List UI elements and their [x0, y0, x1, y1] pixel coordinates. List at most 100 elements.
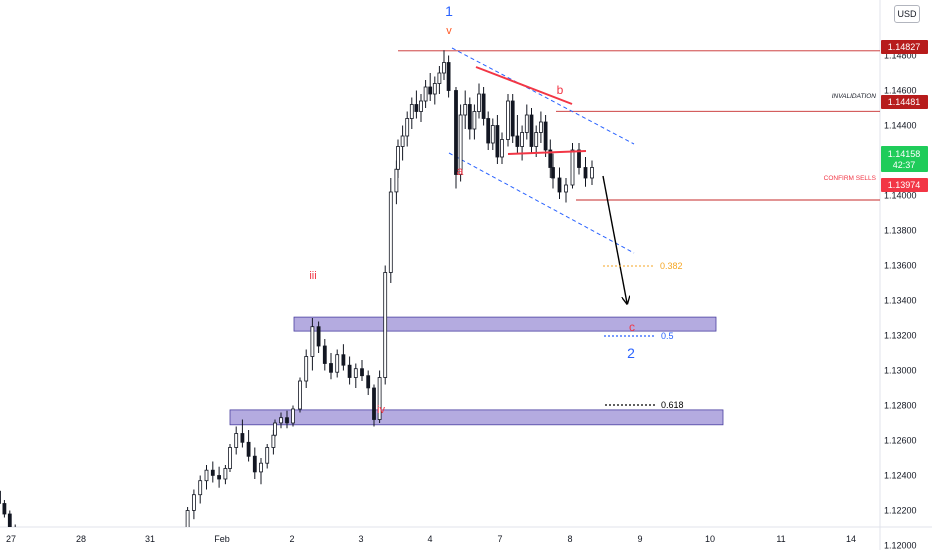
price-tag-countdown-text: 42:37	[893, 160, 916, 170]
price-tag-confirm: 1.13974	[881, 178, 928, 192]
candle-body	[467, 104, 472, 130]
price-tag-confirm-bg	[881, 178, 928, 192]
price-tag-invalidation-text: 1.14481	[888, 97, 921, 107]
candle-body	[210, 469, 215, 476]
x-tick-label: 9	[637, 534, 642, 544]
candle-body	[557, 177, 562, 193]
channel-upper-line	[451, 47, 635, 145]
price-tag-top: 1.14827	[881, 40, 928, 54]
wedge-support-line	[507, 150, 587, 155]
wave-label-2: 2	[627, 345, 635, 361]
candle-body	[217, 475, 222, 480]
fib-levels: 0.382 0.5 0.618	[603, 261, 684, 410]
confirm-sells-label: CONFIRM SELLS	[824, 175, 877, 182]
candle-body	[19, 540, 22, 550]
candle-body	[481, 93, 486, 119]
candle-body	[419, 100, 423, 112]
candle-body	[353, 368, 358, 378]
wave-label-c: c	[629, 320, 635, 334]
candle-body	[400, 135, 405, 147]
candle-body	[583, 167, 588, 179]
candle-body	[432, 83, 437, 95]
candle-body	[495, 125, 500, 158]
horizontal-levels	[398, 50, 880, 201]
candle-body	[515, 135, 520, 147]
candle-body	[360, 368, 364, 377]
candle-body	[347, 364, 352, 378]
zone-upper	[293, 316, 717, 332]
price-tag-current-bg	[881, 146, 928, 172]
candle-body	[252, 455, 257, 473]
candle-body	[394, 168, 399, 193]
price-tags: 1.14827 1.14481 1.14158 42:37 1.13974	[881, 40, 928, 192]
candle-body	[271, 434, 276, 448]
x-tick-label: Feb	[214, 534, 230, 544]
fib-label-0618: 0.618	[661, 400, 684, 410]
candle-body	[570, 149, 575, 186]
candle-body	[246, 441, 251, 457]
candle-body	[548, 149, 553, 168]
y-tick-label: 1.13000	[884, 366, 917, 376]
candle-body	[273, 422, 277, 436]
price-tag-top-text: 1.14827	[888, 42, 921, 52]
fib-label-05: 0.5	[661, 331, 674, 341]
candle-body	[191, 494, 196, 511]
y-tick-label: 1.14000	[884, 191, 917, 201]
candle-body	[414, 104, 419, 112]
wave-label-iii: iii	[309, 270, 316, 282]
invalidation-label: INVALIDATION	[832, 93, 877, 100]
x-tick-label: 11	[776, 534, 785, 544]
candle-body	[529, 114, 534, 147]
descending-channel	[448, 47, 635, 254]
candle-body	[477, 93, 481, 112]
candle-body	[329, 363, 333, 373]
y-tick-label: 1.13200	[884, 331, 917, 341]
candle-body	[2, 503, 7, 515]
candle-body	[310, 326, 315, 357]
candle-body	[396, 146, 400, 170]
candle-body	[577, 149, 581, 168]
candle-body	[551, 167, 555, 179]
y-tick-label: 1.12400	[884, 471, 917, 481]
fib-label-0382: 0.382	[660, 261, 683, 271]
candle-body	[534, 132, 539, 147]
candle-body	[316, 326, 321, 347]
candle-body	[500, 139, 504, 158]
candle-body	[341, 354, 346, 366]
wave-labels: 1 v iii iv a b c 2	[309, 3, 635, 416]
candle-body	[372, 387, 376, 420]
candle-body	[524, 114, 529, 133]
candle-body	[446, 62, 451, 91]
y-axis-ticks: 1.148001.146001.144001.142001.140001.138…	[884, 51, 917, 550]
support-zones	[229, 316, 724, 426]
candle-body	[228, 447, 232, 469]
y-tick-label: 1.12800	[884, 401, 917, 411]
y-tick-label: 1.12600	[884, 436, 917, 446]
candle-body	[506, 100, 510, 140]
candle-body	[543, 121, 548, 151]
channel-lower-line	[448, 152, 635, 254]
y-tick-label: 1.13600	[884, 261, 917, 271]
y-tick-label: 1.12200	[884, 506, 917, 516]
y-tick-label: 1.12000	[884, 541, 917, 550]
candle-body	[510, 100, 515, 137]
x-tick-label: 28	[76, 534, 86, 544]
candle-body	[388, 191, 393, 273]
y-tick-label: 1.14800	[884, 51, 917, 61]
currency-badge[interactable]: USD	[894, 5, 920, 23]
zone-lower	[229, 409, 724, 426]
price-tag-top-bg	[881, 40, 928, 54]
price-tag-invalidation-bg	[881, 95, 928, 109]
x-tick-label: 8	[567, 534, 572, 544]
candle-body	[240, 433, 245, 443]
x-tick-label: 7	[497, 534, 502, 544]
price-tag-confirm-text: 1.13974	[888, 180, 921, 190]
candle-body	[520, 132, 524, 147]
candle-body	[405, 118, 410, 137]
wave-label-b: b	[557, 83, 564, 97]
candle-body	[383, 272, 388, 378]
x-tick-label: 14	[846, 534, 856, 544]
candle-body	[285, 417, 289, 424]
x-tick-label: 3	[358, 534, 363, 544]
candle-body	[463, 104, 468, 116]
